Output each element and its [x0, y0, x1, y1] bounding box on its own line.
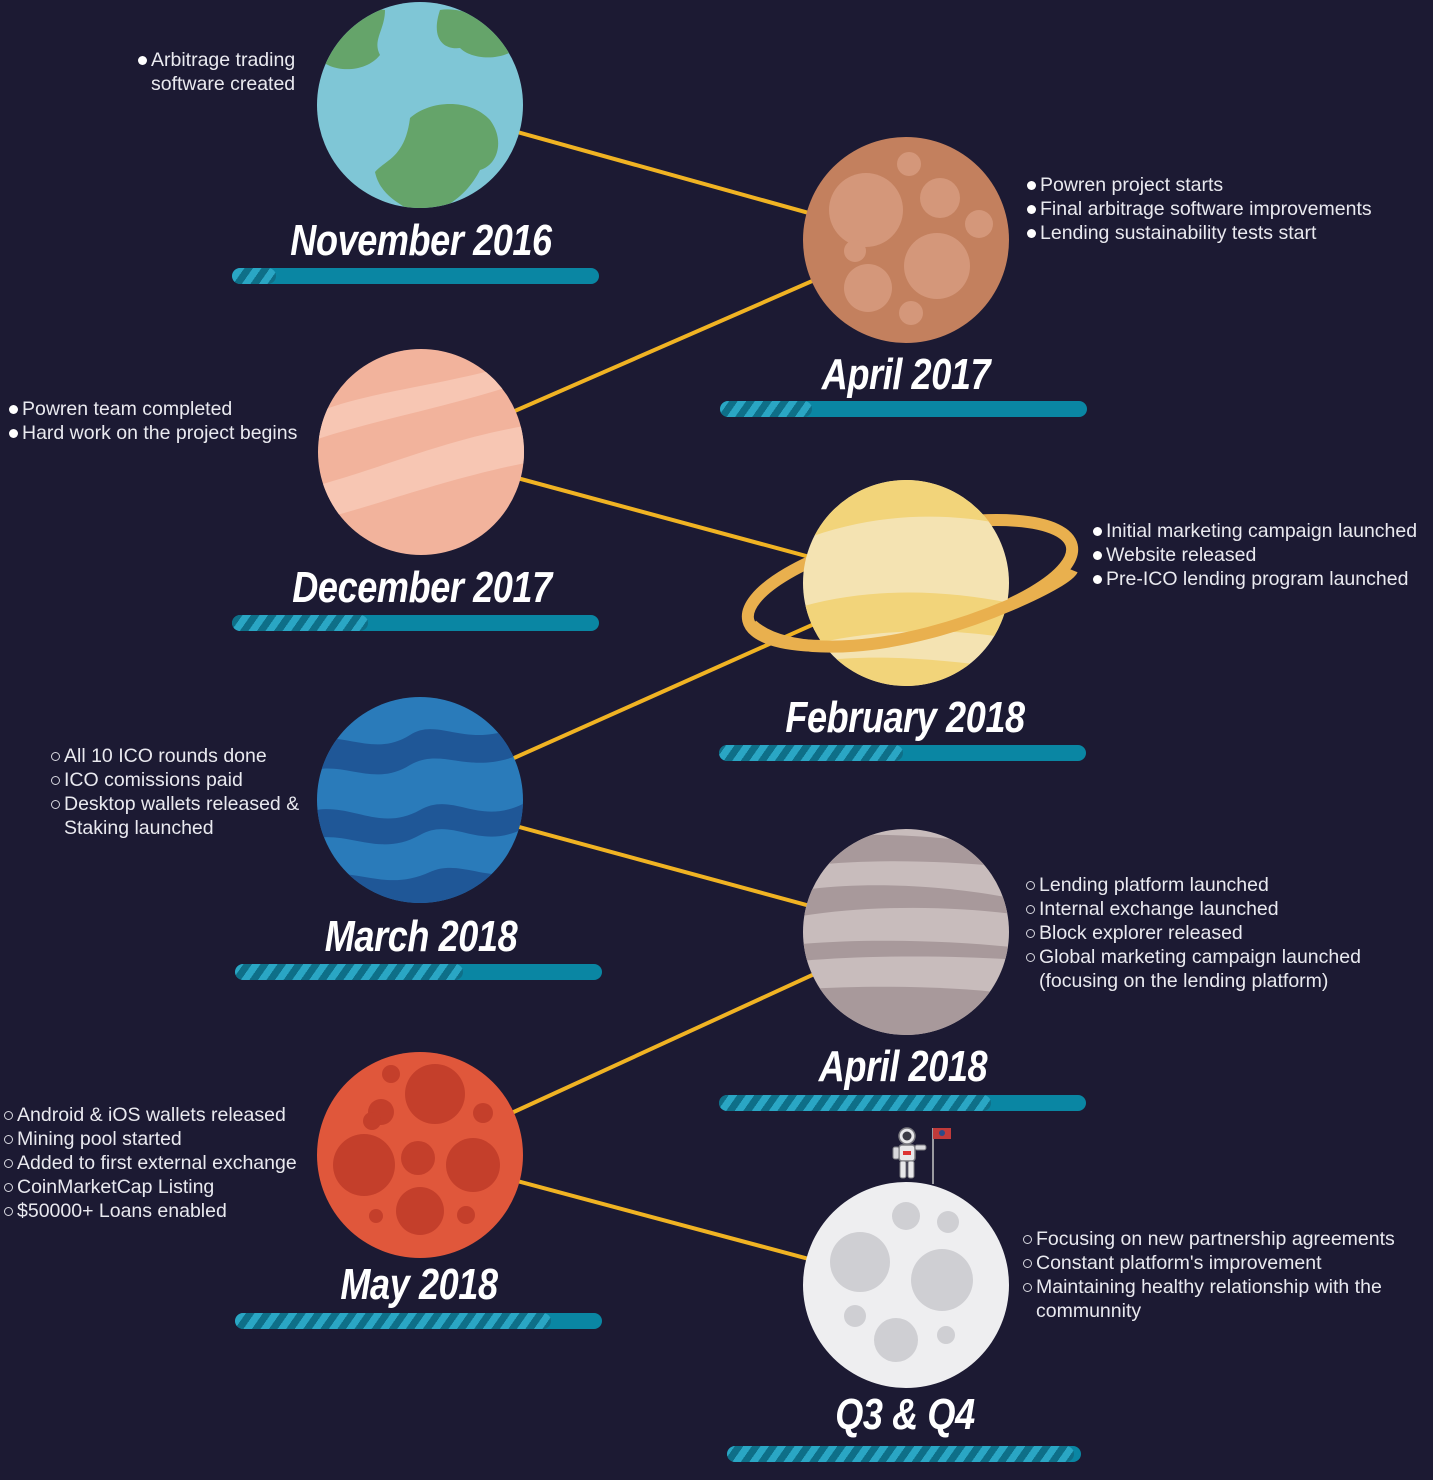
- astronaut-icon: [892, 1127, 951, 1184]
- milestone-items-q3q4: Focusing on new partnership agreements C…: [1023, 1227, 1395, 1323]
- list-item: Focusing on new partnership agreements: [1023, 1227, 1395, 1251]
- red-planet-icon: [317, 1052, 523, 1258]
- milestone-title-may2018: May 2018: [340, 1260, 498, 1309]
- progress-bar-apr2017: [720, 401, 1087, 417]
- progress-bar-dec2017: [232, 615, 599, 631]
- list-item: Arbitrage trading: [138, 48, 295, 72]
- milestone-items-apr2017: Powren project starts Final arbitrage so…: [1027, 173, 1372, 245]
- list-item: Pre-ICO lending program launched: [1093, 567, 1417, 591]
- list-item: Powren project starts: [1027, 173, 1372, 197]
- milestone-items-dec2017: Powren team completed Hard work on the p…: [9, 397, 297, 445]
- milestone-title-mar2018: March 2018: [324, 912, 518, 961]
- list-item: Staking launched: [64, 817, 214, 839]
- venus-icon: [318, 349, 524, 555]
- progress-fill: [235, 1313, 551, 1329]
- list-item: Added to first external exchange: [4, 1151, 297, 1175]
- progress-bar-apr2018: [719, 1095, 1086, 1111]
- neptune-icon: [317, 697, 523, 903]
- list-item: (focusing on the lending platform): [1039, 970, 1329, 992]
- milestone-items-nov2016: Arbitrage trading software created: [138, 48, 295, 96]
- list-item: CoinMarketCap Listing: [4, 1175, 297, 1199]
- list-item: Maintaining healthy relationship with th…: [1023, 1275, 1395, 1299]
- list-item: communnity: [1036, 1300, 1142, 1322]
- progress-fill: [232, 615, 368, 631]
- milestone-items-mar2018: All 10 ICO rounds done ICO comissions pa…: [51, 744, 299, 840]
- milestone-title-apr2018: April 2018: [818, 1042, 988, 1091]
- milestone-items-apr2018: Lending platform launched Internal excha…: [1026, 873, 1361, 993]
- progress-fill: [232, 268, 277, 284]
- earth-icon: [317, 2, 523, 208]
- list-item: Constant platform's improvement: [1023, 1251, 1395, 1275]
- progress-bar-feb2018: [719, 745, 1086, 761]
- list-item: Android & iOS wallets released: [4, 1103, 297, 1127]
- list-item: Internal exchange launched: [1026, 897, 1361, 921]
- milestone-title-q3q4: Q3 & Q4: [835, 1390, 975, 1439]
- list-item: software created: [151, 73, 296, 95]
- list-item: Lending sustainability tests start: [1027, 221, 1372, 245]
- saturn-icon: [741, 480, 1079, 686]
- list-item: All 10 ICO rounds done: [51, 744, 299, 768]
- list-item: Initial marketing campaign launched: [1093, 519, 1417, 543]
- milestone-title-feb2018: February 2018: [785, 693, 1025, 742]
- milestone-items-may2018: Android & iOS wallets released Mining po…: [4, 1103, 297, 1223]
- mars-icon: [803, 137, 1009, 343]
- progress-fill: [720, 401, 812, 417]
- progress-fill: [727, 1446, 1074, 1462]
- list-item: Block explorer released: [1026, 921, 1361, 945]
- list-item: $50000+ Loans enabled: [4, 1199, 297, 1223]
- progress-fill: [235, 964, 463, 980]
- list-item: Desktop wallets released &: [51, 792, 299, 816]
- moon-icon: [803, 1182, 1009, 1388]
- list-item: Hard work on the project begins: [9, 421, 297, 445]
- list-item: Global marketing campaign launched: [1026, 945, 1361, 969]
- list-item: Website released: [1093, 543, 1417, 567]
- milestone-title-nov2016: November 2016: [290, 216, 552, 265]
- progress-bar-nov2016: [232, 268, 599, 284]
- milestone-items-feb2018: Initial marketing campaign launched Webs…: [1093, 519, 1417, 591]
- progress-fill: [719, 745, 903, 761]
- list-item: Mining pool started: [4, 1127, 297, 1151]
- progress-bar-q3q4: [727, 1446, 1081, 1462]
- progress-bar-mar2018: [235, 964, 602, 980]
- list-item: ICO comissions paid: [51, 768, 299, 792]
- jupiter-icon: [803, 829, 1009, 1035]
- list-item: Lending platform launched: [1026, 873, 1361, 897]
- list-item: Final arbitrage software improvements: [1027, 197, 1372, 221]
- list-item: Powren team completed: [9, 397, 297, 421]
- milestone-title-dec2017: December 2017: [292, 563, 552, 612]
- progress-fill: [719, 1095, 991, 1111]
- progress-bar-may2018: [235, 1313, 602, 1329]
- milestone-title-apr2017: April 2017: [821, 350, 991, 399]
